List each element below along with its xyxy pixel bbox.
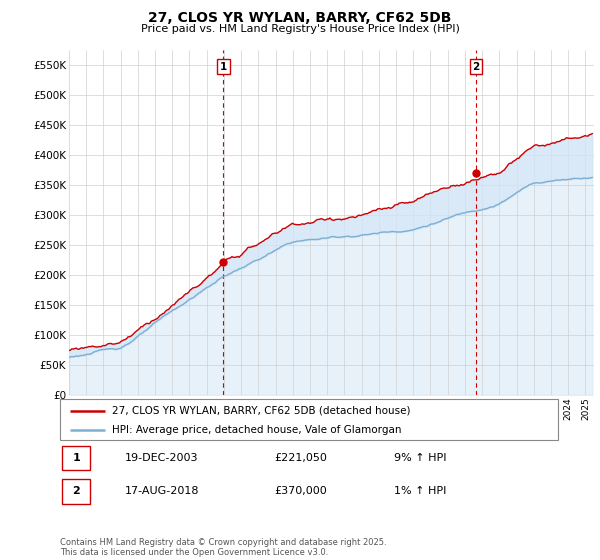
- Text: 2: 2: [73, 486, 80, 496]
- Text: Contains HM Land Registry data © Crown copyright and database right 2025.
This d: Contains HM Land Registry data © Crown c…: [60, 538, 386, 557]
- Text: 19-DEC-2003: 19-DEC-2003: [125, 453, 198, 463]
- Text: 1% ↑ HPI: 1% ↑ HPI: [394, 486, 446, 496]
- Text: 27, CLOS YR WYLAN, BARRY, CF62 5DB (detached house): 27, CLOS YR WYLAN, BARRY, CF62 5DB (deta…: [112, 405, 411, 416]
- Text: Price paid vs. HM Land Registry's House Price Index (HPI): Price paid vs. HM Land Registry's House …: [140, 24, 460, 34]
- Text: 27, CLOS YR WYLAN, BARRY, CF62 5DB: 27, CLOS YR WYLAN, BARRY, CF62 5DB: [148, 11, 452, 25]
- FancyBboxPatch shape: [60, 399, 558, 440]
- Text: £221,050: £221,050: [274, 453, 327, 463]
- Text: 17-AUG-2018: 17-AUG-2018: [125, 486, 199, 496]
- FancyBboxPatch shape: [62, 446, 90, 470]
- Text: 1: 1: [220, 62, 227, 72]
- FancyBboxPatch shape: [62, 479, 90, 503]
- Text: £370,000: £370,000: [274, 486, 327, 496]
- Text: 9% ↑ HPI: 9% ↑ HPI: [394, 453, 446, 463]
- Text: HPI: Average price, detached house, Vale of Glamorgan: HPI: Average price, detached house, Vale…: [112, 424, 402, 435]
- Text: 1: 1: [73, 453, 80, 463]
- Text: 2: 2: [472, 62, 479, 72]
